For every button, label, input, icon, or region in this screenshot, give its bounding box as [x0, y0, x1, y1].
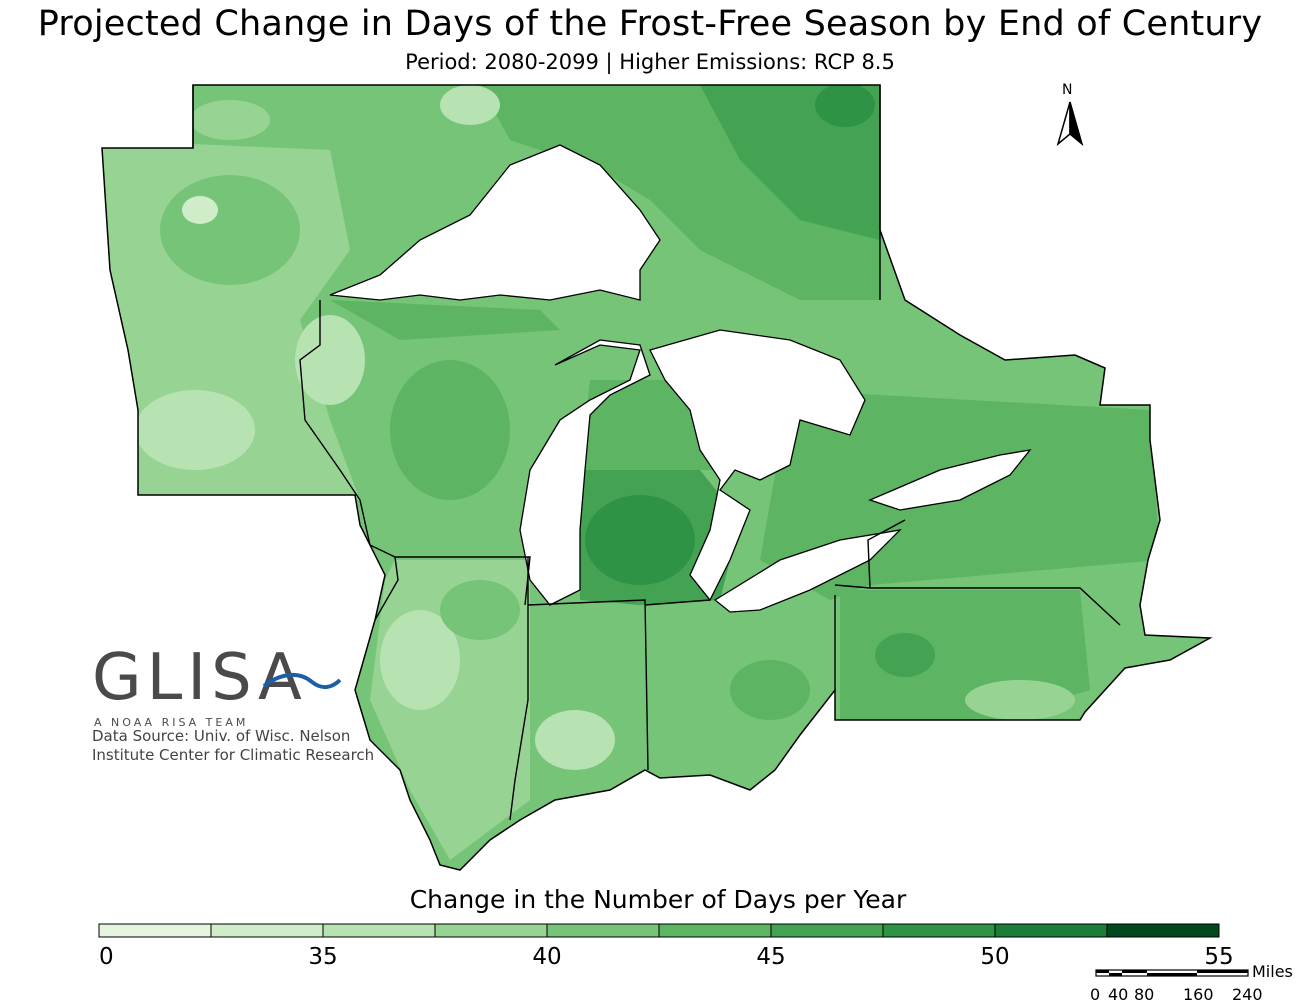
zone-patch	[585, 495, 695, 585]
zone-patch	[330, 300, 560, 340]
border-wisconsin	[299, 300, 531, 606]
legend-bin-1	[210, 923, 324, 938]
legend-bin-4	[546, 923, 660, 938]
color-legend: 30 35 40 45 50 55	[97, 923, 1234, 970]
data-source: Data Source: Univ. of Wisc. Nelson Insti…	[92, 727, 374, 765]
frost-free-season-map	[101, 84, 1213, 871]
legend-bin-3	[434, 923, 548, 938]
legend-bin-8	[994, 923, 1108, 938]
legend-bin-0	[98, 923, 212, 938]
zone-patch	[440, 580, 520, 640]
legend-title: Change in the Number of Days per Year	[409, 885, 907, 914]
zone-patch	[875, 633, 935, 677]
zone-patch	[965, 680, 1075, 720]
state-borders	[192, 85, 1121, 821]
border-illinois-north	[374, 556, 399, 621]
legend-bin-7	[882, 923, 996, 938]
legend-tick-label: 55	[1204, 944, 1233, 970]
zone-patch	[440, 85, 500, 125]
zone-patch	[390, 360, 510, 500]
legend-tick-label: 35	[308, 944, 337, 970]
legend-bin-9	[1106, 923, 1220, 938]
zone-patch	[815, 85, 875, 127]
border-michigan-ohio	[644, 599, 711, 606]
zone-patch	[160, 175, 300, 285]
legend-bin-6	[770, 923, 884, 938]
zone-patch	[135, 390, 255, 470]
source-line-2: Institute Center for Climatic Research	[92, 746, 375, 764]
zone-patch	[182, 196, 218, 224]
legend-tick-label: 30	[97, 944, 114, 970]
border-illinois-indiana	[509, 557, 529, 821]
map-subtitle: Period: 2080-2099 | Higher Emissions: RC…	[405, 50, 895, 74]
border-ny-west	[867, 519, 906, 589]
region-outline	[101, 84, 1213, 871]
legend-bin-5	[658, 923, 772, 938]
glisa-logo: GLISA A NOAA RISA TEAM	[92, 641, 342, 729]
logo-tagline: A NOAA RISA TEAM	[94, 716, 249, 729]
zone-patch	[295, 315, 365, 405]
lake-michigan	[519, 339, 651, 606]
lake-huron	[649, 329, 866, 602]
legend-bin-2	[322, 923, 436, 938]
zone-patch	[190, 100, 270, 140]
zone-patch	[380, 610, 460, 710]
scale-unit-label: Miles	[1252, 962, 1293, 981]
logo-wordmark: GLISA	[92, 641, 307, 715]
legend-tick-label: 50	[980, 944, 1009, 970]
legend-tick-label: 40	[532, 944, 561, 970]
lake-erie	[713, 529, 902, 613]
great-lakes	[329, 144, 1032, 613]
lake-superior	[329, 144, 661, 301]
lake-ontario	[868, 449, 1032, 511]
north-label: N	[1062, 82, 1073, 98]
border-indiana-ohio	[527, 599, 649, 771]
scale-bar	[1095, 969, 1249, 977]
scale-tick-label: 0	[1090, 985, 1101, 1004]
logo-wave-icon	[262, 673, 342, 689]
scale-tick-label: 160	[1183, 985, 1214, 1004]
legend-tick-label: 45	[756, 944, 785, 970]
north-arrow-icon	[1056, 101, 1084, 147]
border-pennsylvania-ny	[834, 584, 1121, 626]
zone-patch	[730, 660, 810, 720]
scale-tick-label: 80	[1134, 985, 1155, 1004]
source-line-1: Data Source: Univ. of Wisc. Nelson	[92, 727, 351, 745]
zone-patch	[535, 710, 615, 770]
scale-tick-label: 40	[1108, 985, 1129, 1004]
scale-tick-label: 240	[1232, 985, 1263, 1004]
map-title: Projected Change in Days of the Frost-Fr…	[37, 4, 1263, 44]
